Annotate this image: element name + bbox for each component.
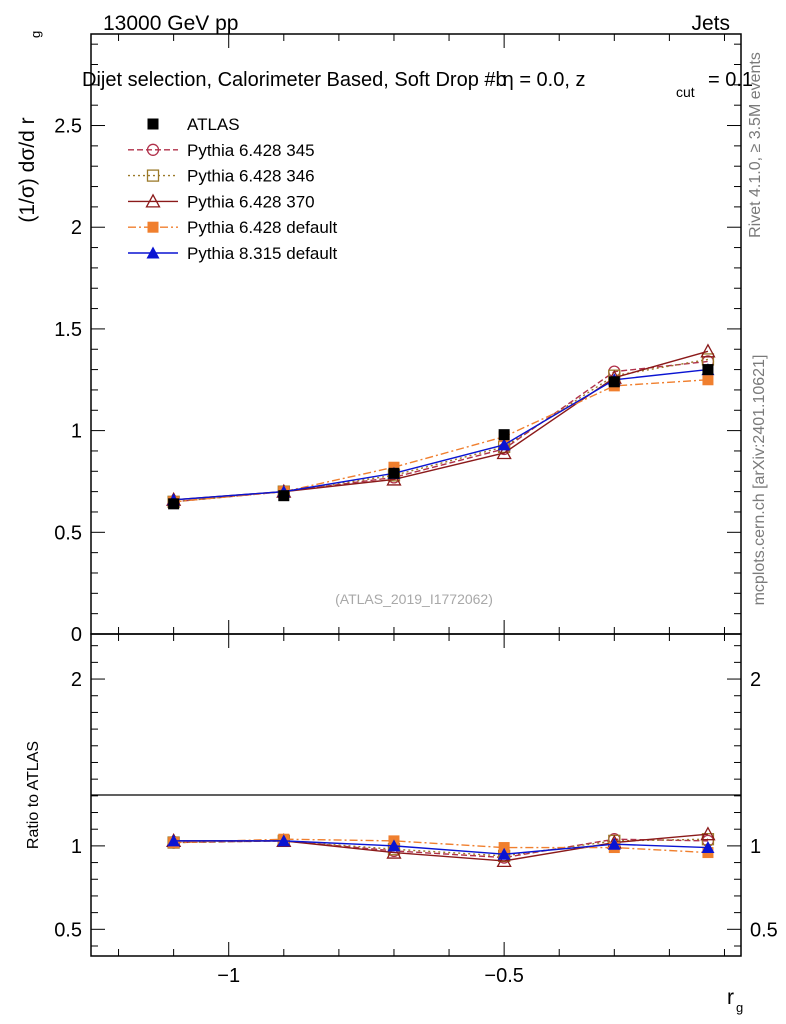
ratio-point-pythia-6-428-370 <box>386 844 402 859</box>
ratio-line-pythia-6-428-370 <box>173 833 709 862</box>
legend-label-pythia-6-428-346: Pythia 6.428 346 <box>187 167 315 186</box>
legend-label-pythia-6-428-345: Pythia 6.428 345 <box>187 141 315 160</box>
x-axis-label: r <box>727 986 734 1009</box>
ratio-ylabel: Ratio to ATLAS <box>25 741 42 849</box>
legend-label-atlas: ATLAS <box>187 115 240 134</box>
legend-label-pythia-6-428-370: Pythia 6.428 370 <box>187 192 315 211</box>
legend: ATLAS Pythia 6.428 345 Pythia 6.428 346 Pyt… <box>128 115 338 263</box>
series-line-pythia-6-428-345 <box>173 360 709 503</box>
plot-title-tail: = 0.1 <box>708 69 753 91</box>
main-y-tick-label: 1 <box>71 421 82 443</box>
ratio-y-tick-label-right: 1 <box>750 836 761 858</box>
header-left: 13000 GeV pp <box>103 12 238 35</box>
data-point-atlas <box>388 467 400 479</box>
ratio-line-pythia-6-428-default <box>173 838 708 854</box>
x-axis-label-subscript: g <box>736 1000 743 1015</box>
header-right: Jets <box>691 12 730 35</box>
legend-marker-pythia-6-428-370 <box>145 193 161 208</box>
data-point-pythia-6-428-default <box>702 374 714 386</box>
series-line-pythia-6-428-370 <box>173 350 709 501</box>
data-point-atlas <box>608 376 620 388</box>
ratio-y-tick-label: 0.5 <box>54 919 82 941</box>
ratio-y-tick-label-right: 0.5 <box>750 919 778 941</box>
x-tick-label: −1 <box>217 965 240 987</box>
main-y-tick-label: 1.5 <box>54 319 82 341</box>
data-point-pythia-8-315-default <box>497 438 511 451</box>
data-point-atlas <box>498 429 510 441</box>
ratio-plot-data <box>166 826 716 868</box>
main-ylabel: (1/σ) dσ/d r <box>16 117 39 222</box>
legend-marker-pythia-6-428-346 <box>146 169 160 182</box>
main-y-tick-label: 2 <box>71 217 82 239</box>
ratio-y-tick-label: 1 <box>71 836 82 858</box>
ratio-y-tick-label: 2 <box>71 669 82 691</box>
legend-marker-atlas <box>147 118 159 130</box>
data-point-atlas <box>702 364 714 376</box>
ratio-point-pythia-8-315-default <box>701 841 715 854</box>
legend-marker-pythia-6-428-345 <box>146 143 160 156</box>
plot-title: Dijet selection, Calorimeter Based, Soft… <box>82 69 585 91</box>
legend-marker-pythia-8-315-default <box>146 246 160 259</box>
ratio-point-pythia-6-428-370 <box>700 826 716 841</box>
ratio-point-pythia-8-315-default <box>167 834 181 847</box>
data-point-atlas <box>278 490 290 502</box>
series-line-pythia-6-428-346 <box>173 358 709 503</box>
legend-label-pythia-8-315-default: Pythia 8.315 default <box>187 244 338 263</box>
main-plot-data <box>166 343 716 510</box>
main-y-tick-label: 2.5 <box>54 116 82 138</box>
mcplots-label: mcplots.cern.ch [arXiv:2401.10621] <box>751 355 768 606</box>
analysis-watermark: (ATLAS_2019_I1772062) <box>335 591 493 607</box>
main-y-tick-label: 0.5 <box>54 522 82 544</box>
ratio-point-pythia-8-315-default <box>387 839 401 852</box>
data-point-pythia-6-428-370 <box>496 445 512 460</box>
ratio-point-pythia-8-315-default <box>497 847 511 860</box>
legend-label-pythia-6-428-default: Pythia 6.428 default <box>187 218 338 237</box>
data-point-pythia-6-428-370 <box>386 471 402 486</box>
series-line-pythia-8-315-default <box>173 368 709 501</box>
data-point-atlas <box>168 498 180 510</box>
x-tick-label: −0.5 <box>484 965 523 987</box>
rivet-version-label: Rivet 4.1.0, ≥ 3.5M events <box>747 52 764 238</box>
ratio-point-pythia-8-315-default <box>607 837 621 850</box>
legend-marker-pythia-6-428-default <box>147 221 159 233</box>
axis-ticks: 0 0.5 1 1.5 2 2.5 −1 −0.5 0.5 0.5 1 1 2 2 <box>54 34 778 987</box>
main-ylabel-subscript: g <box>28 31 43 38</box>
ratio-point-pythia-6-428-370 <box>496 853 512 868</box>
ratio-line-pythia-8-315-default <box>173 840 708 855</box>
main-y-tick-label: 0 <box>71 624 82 646</box>
series-line-pythia-6-428-default <box>173 379 708 503</box>
ratio-point-pythia-8-315-default <box>277 834 291 847</box>
ratio-y-tick-label-right: 2 <box>750 669 761 691</box>
main-ylabel-text: (1/σ) dσ/d r <box>16 117 39 222</box>
data-point-pythia-6-428-370 <box>700 343 716 358</box>
ratio-point-pythia-6-428-default <box>498 842 510 854</box>
plot-title-subscript: cut <box>676 84 695 100</box>
